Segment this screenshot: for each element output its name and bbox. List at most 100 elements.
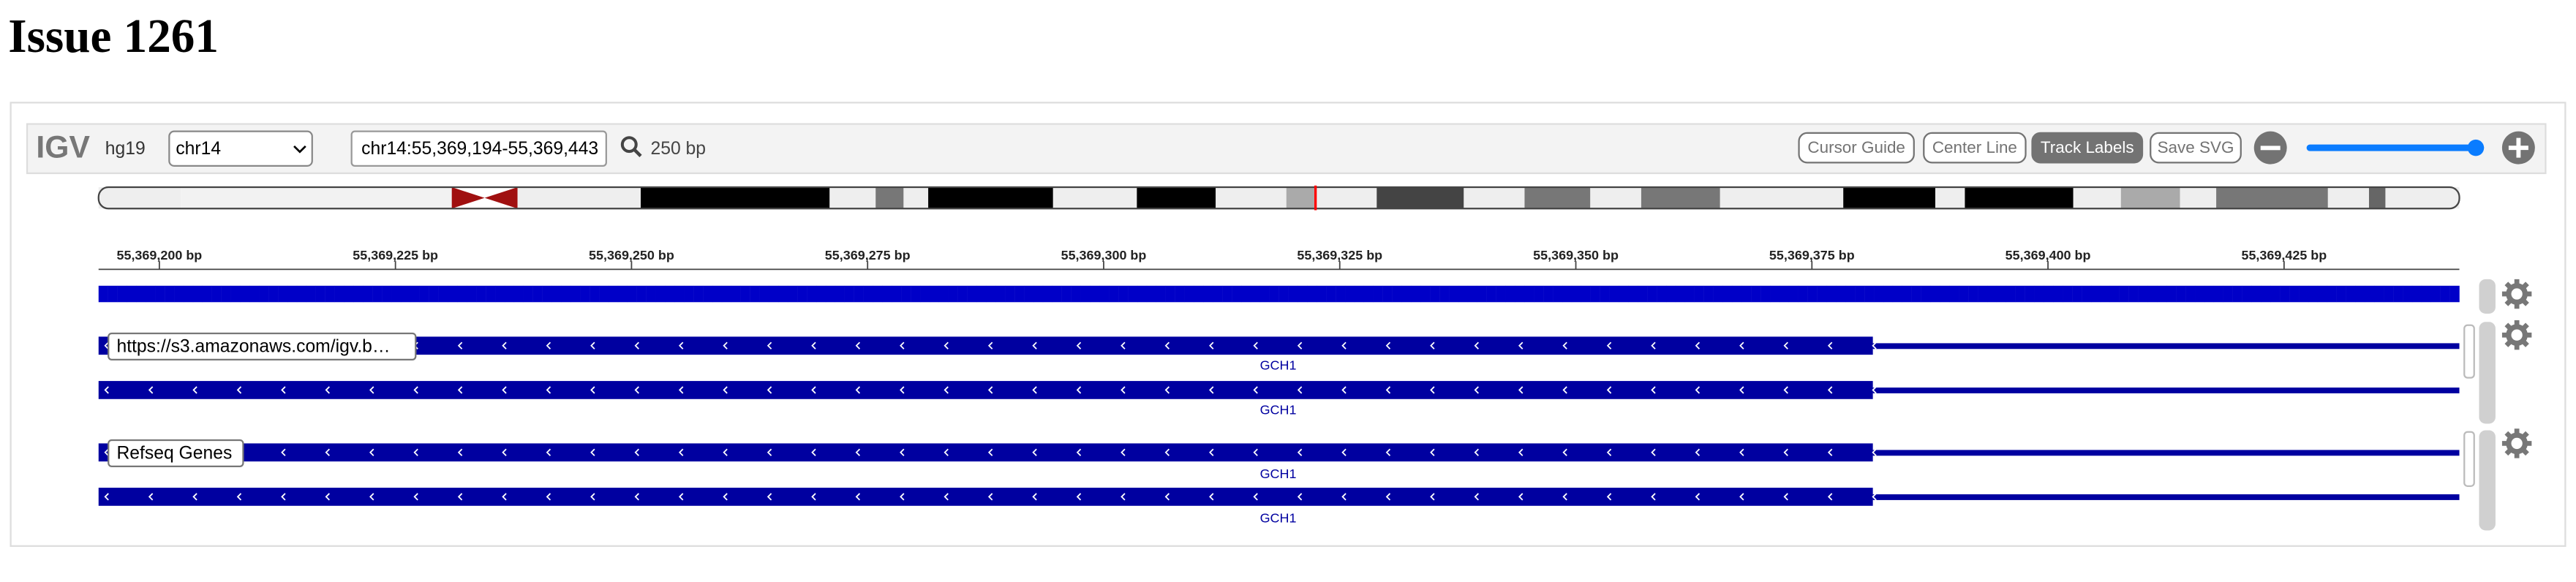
gear-teeth[interactable] (2501, 279, 2532, 309)
base (2128, 285, 2139, 303)
ideogram-band (2385, 187, 2460, 209)
igv-container (10, 102, 2566, 547)
track-gear[interactable] (2501, 428, 2532, 458)
base (920, 285, 930, 303)
ideogram-band (829, 187, 876, 209)
gear-body[interactable] (2506, 283, 2528, 305)
base (1562, 285, 1573, 303)
base (2063, 285, 2073, 303)
base (1165, 285, 1175, 303)
feature-name: GCH1 (1260, 511, 1297, 526)
base (1336, 285, 1346, 303)
base (1930, 285, 1940, 303)
track-drag-handle[interactable] (2463, 324, 2475, 379)
base (599, 285, 609, 303)
base (1184, 285, 1194, 303)
toolbar-button-label[interactable]: Save SVG (2158, 138, 2234, 156)
ideogram-band (2073, 187, 2121, 209)
base (1118, 285, 1129, 303)
gear-body[interactable] (2506, 324, 2528, 347)
base (2119, 285, 2129, 303)
base (2195, 285, 2205, 303)
base (372, 285, 383, 303)
feature-intron (1872, 388, 2460, 393)
base (967, 285, 977, 303)
locus-text[interactable]: chr14:55,369,194-55,369,443 (361, 139, 598, 159)
base (467, 285, 477, 303)
base (2393, 285, 2403, 303)
base (1278, 285, 1289, 303)
base (1146, 285, 1157, 303)
base (1449, 285, 1459, 303)
base (108, 285, 118, 303)
base (2317, 285, 2327, 303)
base (778, 285, 788, 303)
base (2053, 285, 2063, 303)
base (1647, 285, 1657, 303)
base (268, 285, 279, 303)
zoom-slider-knob[interactable] (2467, 139, 2485, 156)
ideogram-band (1965, 187, 2074, 209)
toolbar-button[interactable] (2150, 132, 2242, 164)
base (807, 285, 817, 303)
base (1826, 285, 1837, 303)
gear-teeth[interactable] (2501, 428, 2532, 458)
search-icon[interactable] (620, 136, 642, 157)
base (1269, 285, 1279, 303)
toolbar-button-label[interactable]: Center Line (1932, 138, 2017, 156)
base (1978, 285, 1988, 303)
base (2440, 285, 2450, 303)
toolbar-button-label[interactable]: Track Labels (2041, 138, 2134, 156)
base (1317, 285, 1327, 303)
base (1307, 285, 1317, 303)
track-gear[interactable] (2501, 279, 2532, 309)
ideogram-band (1843, 187, 1935, 209)
chromosome-select[interactable]: chr14 (168, 130, 313, 167)
toolbar-button[interactable] (2031, 132, 2144, 164)
base (1090, 285, 1100, 303)
base (1477, 285, 1487, 303)
toolbar-button-label[interactable]: Cursor Guide (1807, 138, 1905, 156)
base (1024, 285, 1034, 303)
select-arrow[interactable] (293, 145, 306, 154)
base (844, 285, 854, 303)
select-value[interactable]: chr14 (176, 139, 221, 159)
base (1175, 285, 1185, 303)
base (1194, 285, 1204, 303)
base (410, 285, 420, 303)
base (608, 285, 619, 303)
base (873, 285, 883, 303)
base (863, 285, 873, 303)
ideogram-band (1641, 187, 1720, 209)
base (1505, 285, 1515, 303)
toolbar-button[interactable] (1798, 132, 1915, 164)
feature-name: GCH1 (1260, 358, 1297, 373)
base (1675, 285, 1686, 303)
search-handle[interactable] (633, 148, 642, 157)
base (1109, 285, 1119, 303)
base (1968, 285, 1978, 303)
base (911, 285, 921, 303)
base (731, 285, 741, 303)
base (2242, 285, 2252, 303)
base (448, 285, 458, 303)
ruler-label: 55,369,300 bp (1061, 248, 1147, 262)
track-gear[interactable] (2501, 320, 2532, 350)
select-box[interactable] (168, 130, 313, 167)
search-lens[interactable] (620, 136, 638, 154)
base (1486, 285, 1496, 303)
base (617, 285, 628, 303)
base (825, 285, 836, 303)
feature-intron (1872, 494, 2460, 500)
toolbar-button[interactable] (1923, 132, 2027, 164)
gear-body[interactable] (2506, 432, 2528, 455)
zoom-slider[interactable] (2306, 144, 2485, 151)
base (183, 285, 194, 303)
ideogram-band (928, 187, 1053, 209)
base (1080, 285, 1091, 303)
zoom-in-plus (2508, 137, 2528, 158)
track-drag-handle[interactable] (2463, 431, 2475, 487)
locus-input[interactable] (350, 130, 607, 167)
gear-teeth[interactable] (2501, 320, 2532, 350)
